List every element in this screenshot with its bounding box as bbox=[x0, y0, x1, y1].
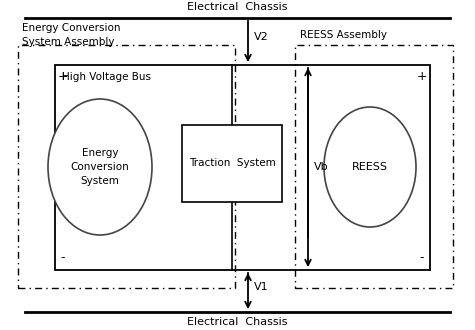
Text: Electrical  Chassis: Electrical Chassis bbox=[187, 2, 287, 12]
Text: -: - bbox=[420, 251, 424, 265]
Text: High Voltage Bus: High Voltage Bus bbox=[62, 72, 151, 82]
Text: +: + bbox=[417, 71, 428, 83]
Text: Electrical  Chassis: Electrical Chassis bbox=[187, 317, 287, 327]
Text: REESS Assembly: REESS Assembly bbox=[300, 30, 387, 40]
Text: V1: V1 bbox=[254, 282, 269, 292]
Text: Energy Conversion
System Assembly: Energy Conversion System Assembly bbox=[22, 23, 121, 47]
Text: Traction  System: Traction System bbox=[189, 158, 276, 169]
Bar bbox=[295, 45, 453, 288]
Bar bbox=[182, 125, 282, 202]
Ellipse shape bbox=[48, 99, 152, 235]
Text: +: + bbox=[57, 71, 68, 83]
Text: Vb: Vb bbox=[314, 162, 329, 173]
Bar bbox=[55, 65, 430, 270]
Ellipse shape bbox=[324, 107, 416, 227]
Bar bbox=[18, 45, 235, 288]
Text: Energy
Conversion
System: Energy Conversion System bbox=[71, 148, 129, 186]
Text: REESS: REESS bbox=[352, 162, 388, 172]
Text: V2: V2 bbox=[254, 32, 269, 43]
Text: -: - bbox=[61, 251, 65, 265]
